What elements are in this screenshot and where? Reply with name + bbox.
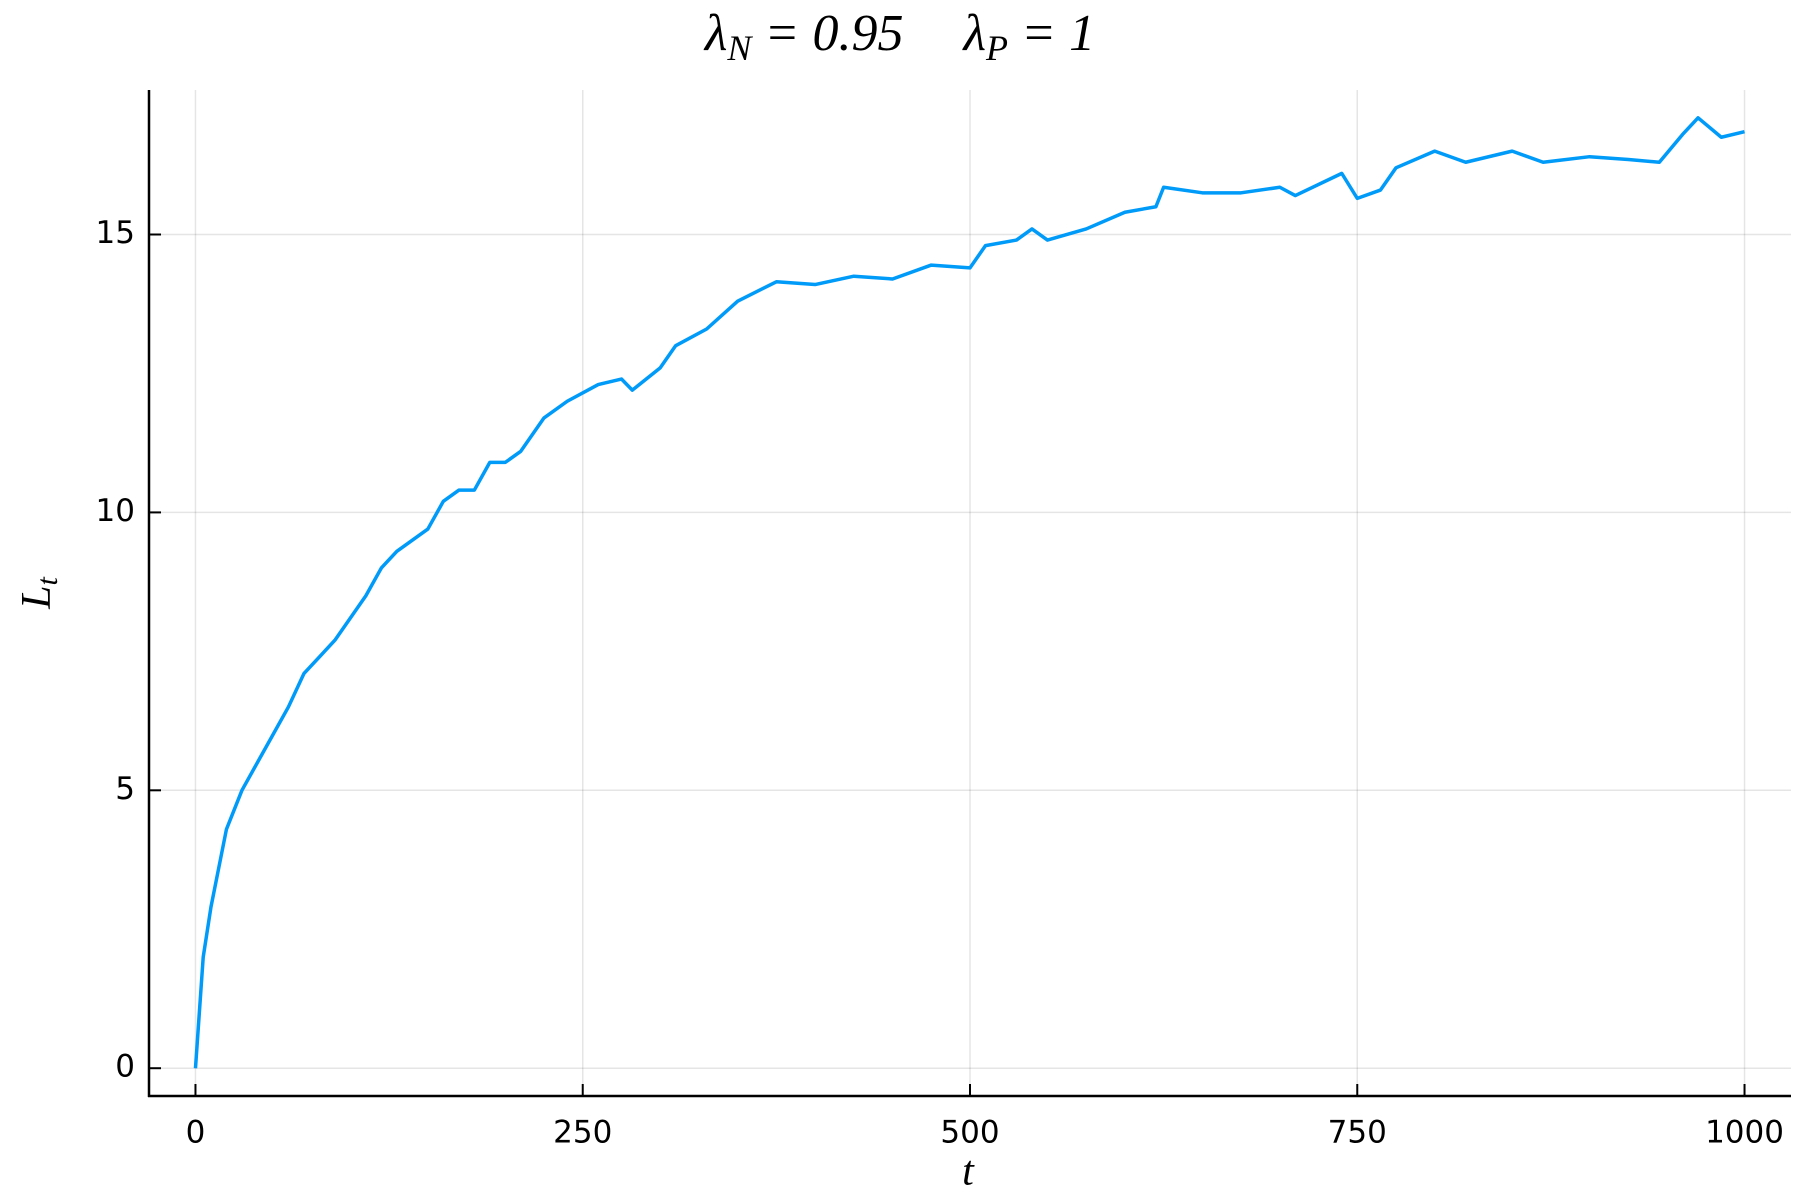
y-tick-label: 15 [96, 215, 135, 251]
y-axis-label: Lt [14, 576, 64, 609]
title-subscript: P [985, 28, 1008, 68]
title-part: = 1 [1008, 5, 1095, 62]
chart-title: λN = 0.95 λP = 1 [703, 5, 1095, 68]
x-tick-label: 750 [1328, 1115, 1387, 1151]
title-subscript: N [726, 28, 753, 68]
data-line [193, 116, 1745, 1069]
x-tick-label: 0 [186, 1115, 206, 1151]
title-part: λ [962, 5, 987, 62]
x-tick-label: 250 [553, 1115, 612, 1151]
y-tick-label: 5 [115, 771, 135, 807]
x-tick-label: 500 [940, 1115, 999, 1151]
y-tick-label: 10 [96, 493, 135, 529]
title-part: = 0.95 [751, 5, 903, 62]
title-part: λ [703, 5, 728, 62]
x-axis-label: t [962, 1149, 975, 1195]
y-label-main: L [14, 585, 60, 609]
y-tick-label: 0 [115, 1049, 135, 1085]
y-label-subscript: t [31, 576, 64, 585]
x-tick-label: 1000 [1705, 1115, 1784, 1151]
